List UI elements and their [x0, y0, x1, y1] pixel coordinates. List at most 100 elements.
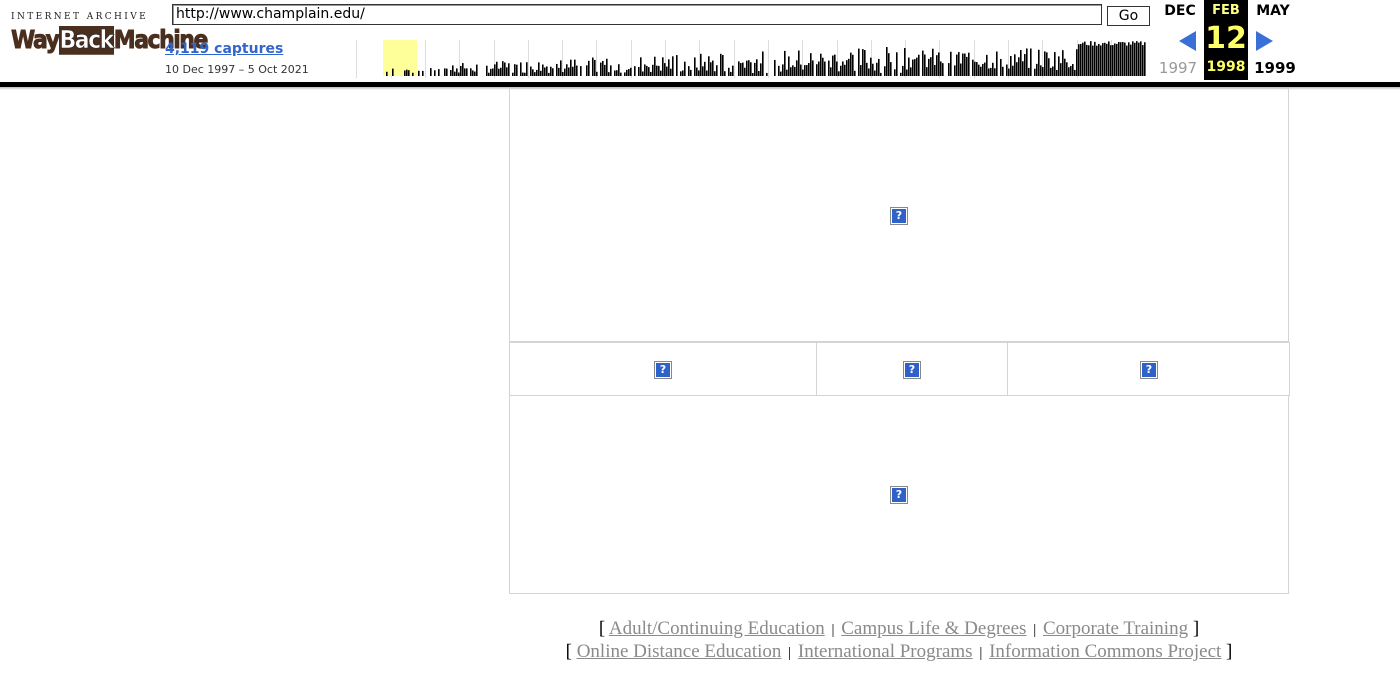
capture-bar — [1056, 69, 1058, 76]
footer-link-adult-continuing-education[interactable]: Adult/Continuing Education — [608, 618, 825, 639]
logo-way-text: Way — [11, 26, 61, 56]
capture-bar — [696, 67, 698, 76]
capture-bar — [614, 70, 616, 76]
capture-bar — [444, 68, 446, 76]
capture-bar — [454, 71, 456, 76]
capture-bar — [574, 59, 576, 76]
capture-bar — [732, 65, 734, 76]
capture-bar — [738, 61, 740, 76]
footer-link-international-programs[interactable]: International Programs — [797, 641, 973, 662]
capture-bar — [1136, 41, 1138, 76]
capture-bar — [1114, 43, 1116, 76]
capture-bar — [1092, 45, 1094, 76]
capture-bar — [564, 68, 566, 76]
capture-bar — [550, 66, 552, 76]
capture-bar — [1048, 58, 1050, 76]
captures-link[interactable]: 4,119 captures — [165, 41, 284, 57]
capture-bar — [1096, 45, 1098, 76]
capture-bar — [984, 62, 986, 76]
footer-separator: | — [831, 622, 835, 638]
capture-bar — [976, 62, 978, 76]
capture-bar — [648, 67, 650, 76]
footer-link-online-distance-education[interactable]: Online Distance Education — [576, 641, 782, 662]
capture-bar — [526, 62, 528, 76]
capture-bar — [698, 70, 700, 76]
broken-image-icon[interactable]: ? — [654, 361, 672, 379]
url-input[interactable] — [172, 4, 1102, 25]
capture-bar — [1060, 63, 1062, 76]
capture-bar — [926, 67, 928, 76]
footer-link-campus-life-degrees[interactable]: Campus Life & Degrees — [841, 618, 1027, 639]
capture-bar — [1102, 43, 1104, 76]
capture-bar — [486, 65, 488, 76]
capture-bar — [466, 68, 468, 76]
broken-image-icon[interactable]: ? — [1140, 361, 1158, 379]
capture-bar — [746, 60, 748, 76]
year-divider — [1008, 40, 1009, 78]
capture-bar — [688, 66, 690, 76]
capture-bar — [1132, 41, 1134, 76]
next-capture-arrow-icon[interactable] — [1256, 31, 1273, 51]
capture-bar — [758, 71, 760, 76]
capture-sparkline[interactable] — [322, 40, 1146, 78]
capture-bar — [812, 60, 814, 76]
wayback-toolbar: INTERNET ARCHIVE WayBackMachine Go 4,119… — [0, 0, 1400, 87]
footer-separator: | — [979, 645, 983, 661]
capture-bar — [1070, 66, 1072, 76]
capture-bar — [516, 64, 518, 76]
capture-bar — [1014, 54, 1016, 76]
capture-bar — [748, 60, 750, 76]
capture-bar — [490, 68, 492, 76]
year-divider — [562, 40, 563, 78]
capture-bar — [872, 63, 874, 76]
capture-bar — [1006, 64, 1008, 76]
next-month-label[interactable]: MAY — [1256, 3, 1290, 19]
content-image-cell: ? — [509, 395, 1289, 594]
capture-bar — [956, 54, 958, 76]
capture-bar — [1072, 64, 1074, 76]
capture-bar — [1080, 43, 1082, 76]
capture-bar — [784, 50, 786, 76]
capture-bar — [1128, 42, 1130, 76]
broken-image-icon[interactable]: ? — [903, 361, 921, 379]
capture-bar — [438, 69, 440, 76]
capture-bar — [658, 65, 660, 76]
capture-bar — [504, 62, 506, 76]
capture-bar — [938, 52, 940, 76]
capture-bar — [846, 60, 848, 76]
capture-bar — [556, 63, 558, 76]
broken-image-icon[interactable]: ? — [890, 207, 908, 225]
capture-bar — [662, 57, 664, 76]
footer-link-corporate-training[interactable]: Corporate Training — [1042, 618, 1189, 639]
capture-bar — [988, 68, 990, 76]
capture-bar — [1000, 58, 1002, 76]
capture-bar — [742, 62, 744, 76]
capture-bar — [546, 66, 548, 76]
footer-link-information-commons-project[interactable]: Information Commons Project — [989, 641, 1222, 662]
year-divider — [1042, 40, 1043, 78]
bracket-close: ] — [1192, 618, 1200, 639]
capture-bar — [750, 62, 752, 76]
go-button[interactable]: Go — [1107, 6, 1150, 26]
prev-year-label[interactable]: 1997 — [1158, 59, 1198, 77]
capture-bar — [1106, 43, 1108, 76]
capture-bar — [1078, 44, 1080, 76]
year-divider — [665, 40, 666, 78]
wayback-machine-logo[interactable]: WayBackMachine — [11, 26, 209, 65]
next-year-label[interactable]: 1999 — [1254, 59, 1296, 77]
prev-month-label[interactable]: DEC — [1164, 3, 1196, 19]
capture-bar — [1110, 45, 1112, 76]
capture-bar — [1084, 41, 1086, 76]
capture-bar — [548, 72, 550, 76]
capture-bar — [900, 72, 902, 76]
prev-capture-arrow-icon[interactable] — [1179, 31, 1196, 51]
capture-bar — [964, 53, 966, 76]
broken-image-icon[interactable]: ? — [890, 486, 908, 504]
capture-bar — [930, 57, 932, 76]
capture-bar — [676, 55, 678, 76]
capture-bar — [706, 70, 708, 76]
capture-bar — [796, 60, 798, 76]
capture-bar — [408, 70, 410, 76]
capture-bar — [634, 66, 636, 76]
capture-bar — [594, 59, 596, 76]
